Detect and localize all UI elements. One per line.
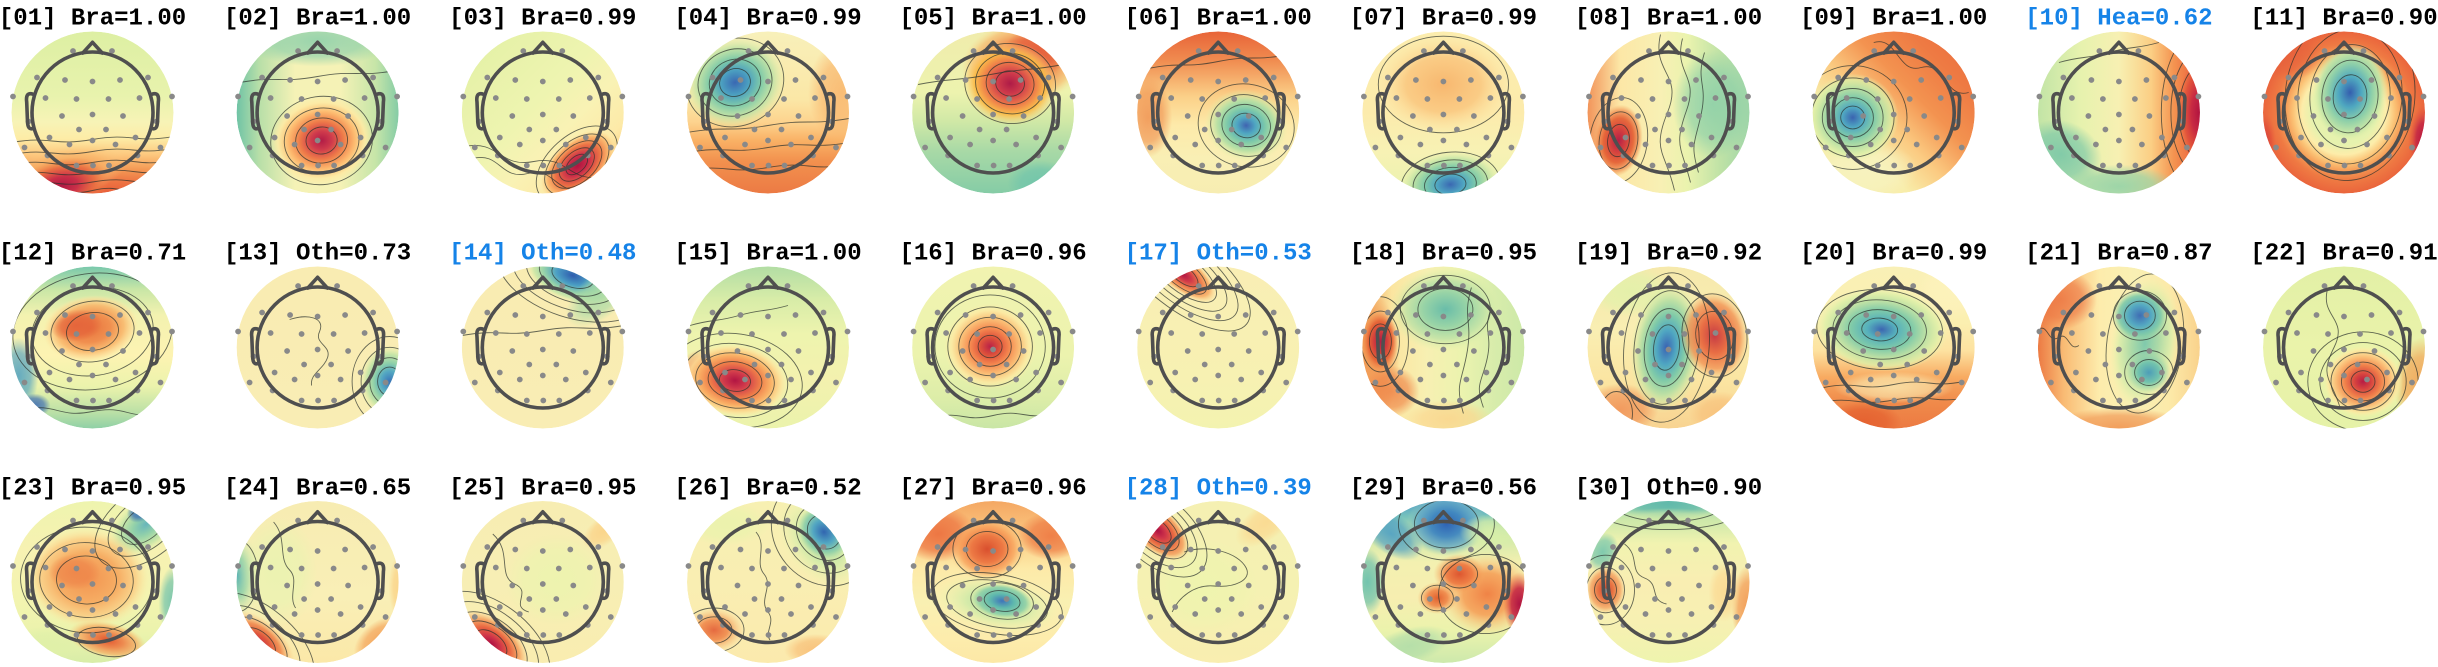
svg-text:[12] Bra=0.71: [12] Bra=0.71 bbox=[0, 241, 186, 268]
svg-text:[20] Bra=0.99: [20] Bra=0.99 bbox=[1800, 241, 1987, 268]
svg-text:[14] Oth=0.48: [14] Oth=0.48 bbox=[449, 241, 636, 268]
svg-text:[22] Bra=0.91: [22] Bra=0.91 bbox=[2250, 241, 2437, 268]
svg-text:[02] Bra=1.00: [02] Bra=1.00 bbox=[224, 6, 411, 33]
svg-text:[19] Bra=0.92: [19] Bra=0.92 bbox=[1575, 241, 1762, 268]
svg-text:[03] Bra=0.99: [03] Bra=0.99 bbox=[449, 6, 636, 33]
svg-text:[13] Oth=0.73: [13] Oth=0.73 bbox=[224, 241, 411, 268]
svg-text:[18] Bra=0.95: [18] Bra=0.95 bbox=[1350, 241, 1537, 268]
svg-text:[26] Bra=0.52: [26] Bra=0.52 bbox=[674, 476, 861, 503]
svg-text:[24] Bra=0.65: [24] Bra=0.65 bbox=[224, 476, 411, 503]
svg-text:[17] Oth=0.53: [17] Oth=0.53 bbox=[1125, 241, 1312, 268]
svg-text:[04] Bra=0.99: [04] Bra=0.99 bbox=[674, 6, 861, 33]
svg-text:[21] Bra=0.87: [21] Bra=0.87 bbox=[2025, 241, 2212, 268]
svg-text:[01] Bra=1.00: [01] Bra=1.00 bbox=[0, 6, 186, 33]
svg-text:[29] Bra=0.56: [29] Bra=0.56 bbox=[1350, 476, 1537, 503]
svg-text:[11] Bra=0.90: [11] Bra=0.90 bbox=[2250, 6, 2437, 33]
svg-text:[10] Hea=0.62: [10] Hea=0.62 bbox=[2025, 6, 2212, 33]
svg-text:[06] Bra=1.00: [06] Bra=1.00 bbox=[1125, 6, 1312, 33]
svg-text:[08] Bra=1.00: [08] Bra=1.00 bbox=[1575, 6, 1762, 33]
svg-text:[30] Oth=0.90: [30] Oth=0.90 bbox=[1575, 476, 1762, 503]
svg-text:[16] Bra=0.96: [16] Bra=0.96 bbox=[899, 241, 1086, 268]
svg-text:[28] Oth=0.39: [28] Oth=0.39 bbox=[1125, 476, 1312, 503]
svg-text:[07] Bra=0.99: [07] Bra=0.99 bbox=[1350, 6, 1537, 33]
svg-text:[25] Bra=0.95: [25] Bra=0.95 bbox=[449, 476, 636, 503]
svg-text:[09] Bra=1.00: [09] Bra=1.00 bbox=[1800, 6, 1987, 33]
svg-text:[23] Bra=0.95: [23] Bra=0.95 bbox=[0, 476, 186, 503]
svg-text:[27] Bra=0.96: [27] Bra=0.96 bbox=[899, 476, 1086, 503]
svg-text:[05] Bra=1.00: [05] Bra=1.00 bbox=[899, 6, 1086, 33]
svg-text:[15] Bra=1.00: [15] Bra=1.00 bbox=[674, 241, 861, 268]
